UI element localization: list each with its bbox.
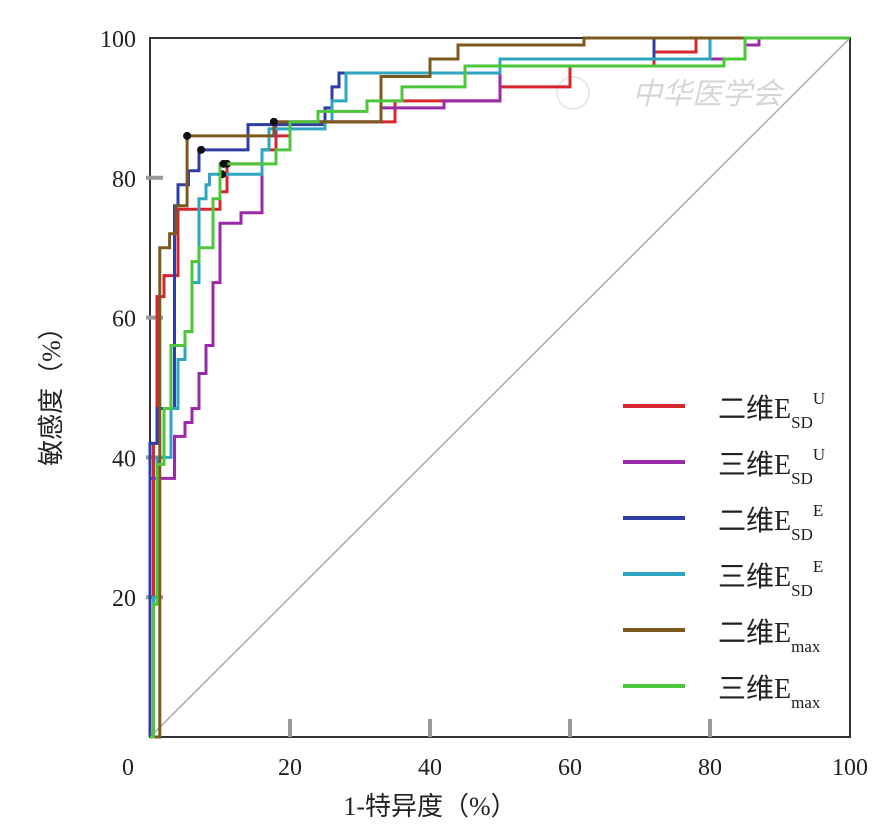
cutoff-marker (219, 159, 228, 168)
legend-item: 三维ESDE (623, 557, 823, 600)
legend-item: 二维ESDE (623, 501, 823, 544)
legend-label: 二维Emax (718, 617, 821, 656)
legend-item: 三维Emax (623, 673, 821, 712)
cutoff-marker (197, 145, 206, 154)
legend-label: 二维ESDE (718, 501, 823, 544)
plot-frame (149, 37, 851, 738)
x-tick-label: 40 (418, 755, 442, 781)
y-tick-label: 20 (112, 586, 136, 612)
y-tick-label: 60 (112, 307, 136, 333)
legend-label: 三维Emax (718, 673, 821, 712)
series-line-4 (150, 36, 850, 739)
y-tick-label: 80 (112, 167, 136, 193)
legend-label: 三维ESDE (718, 557, 823, 600)
legend-item: 二维ESDU (623, 389, 825, 432)
y-tick-label: 40 (112, 446, 136, 472)
legend-item: 二维Emax (623, 617, 821, 656)
cutoff-marker (269, 117, 278, 126)
legend-label: 三维ESDU (718, 445, 825, 488)
x-tick-label: 60 (558, 755, 582, 781)
series-line-3 (150, 36, 850, 739)
x-tick-label: 80 (698, 755, 722, 781)
legend-label: 二维ESDU (718, 389, 825, 432)
watermark: 中华医学会 (556, 76, 785, 111)
x-axis-label: 1-特异度（%） (343, 792, 516, 821)
y-tick-label: 100 (100, 27, 136, 53)
reference-diagonal (149, 37, 851, 738)
cutoff-marker (183, 131, 192, 140)
x-tick-label: 0 (122, 755, 134, 781)
series-line-1 (148, 36, 850, 737)
watermark-text: 中华医学会 (632, 78, 785, 111)
legend-item: 三维ESDU (623, 445, 825, 488)
y-axis-label: 敏感度（%） (37, 314, 66, 466)
x-tick-label: 100 (832, 755, 868, 781)
watermark-seal-icon (556, 76, 590, 110)
x-tick-label: 20 (278, 755, 302, 781)
